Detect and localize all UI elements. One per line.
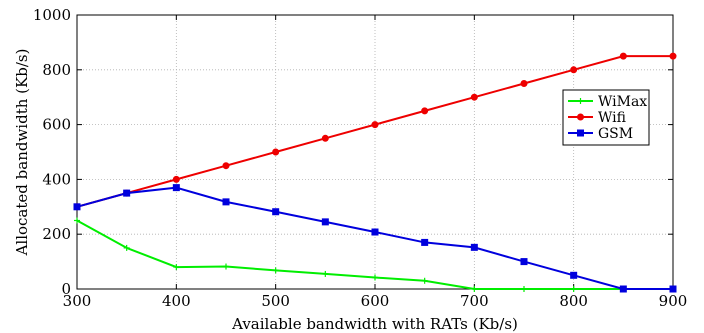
x-tick-label: 700 <box>460 292 489 310</box>
wimax-point <box>173 264 180 271</box>
wifi-point <box>470 93 478 101</box>
series-gsm <box>73 184 677 293</box>
y-tick-label: 200 <box>42 225 71 243</box>
gsm-point <box>570 271 578 279</box>
gsm-point <box>421 238 429 246</box>
gsm-point <box>520 258 528 266</box>
legend-marker-wifi <box>577 113 584 121</box>
gsm-point <box>321 218 329 226</box>
wifi-point <box>520 80 528 87</box>
gsm-point <box>123 189 131 197</box>
gsm-point <box>73 203 81 211</box>
x-tick-label: 800 <box>559 292 588 310</box>
series-wifi <box>73 52 677 211</box>
wifi-point <box>421 107 429 115</box>
x-tick-label: 500 <box>261 292 290 310</box>
y-tick-label: 400 <box>42 170 71 188</box>
x-axis-label: Available bandwidth with RATs (Kb/s) <box>231 315 518 333</box>
legend-label-wimax: WiMax <box>598 94 647 110</box>
wimax-point <box>471 286 478 292</box>
grid-lines <box>77 15 673 289</box>
wifi-point <box>321 134 329 142</box>
x-tick-label: 600 <box>361 292 390 310</box>
series-group <box>73 52 677 293</box>
wimax-point <box>272 267 279 274</box>
gsm-point <box>619 285 627 293</box>
wimax-point <box>223 263 229 270</box>
wimax-point <box>123 244 130 251</box>
legend-marker-gsm <box>577 129 584 137</box>
wimax-point <box>421 277 428 284</box>
x-tick-label: 900 <box>659 292 688 310</box>
gsm-point <box>669 285 677 293</box>
wifi-point <box>371 121 379 129</box>
wifi-point <box>669 52 677 60</box>
y-tick-label: 600 <box>42 116 71 134</box>
gsm-point <box>172 184 180 192</box>
gsm-point <box>470 243 478 251</box>
wifi-point <box>172 175 180 183</box>
wimax-point <box>372 274 378 281</box>
x-tick-label: 400 <box>162 292 191 310</box>
legend-label-gsm: GSM <box>598 126 633 142</box>
x-tick-label: 300 <box>63 292 92 310</box>
wifi-point <box>272 148 280 156</box>
gsm-point <box>222 198 230 206</box>
y-tick-label: 1000 <box>33 6 71 24</box>
gsm-point <box>371 228 379 236</box>
wifi-point <box>619 52 627 60</box>
y-tick-label: 0 <box>61 280 71 298</box>
axis-ticks: 300 400 500 600 700 800 900 0 200 400 600 800 1000 <box>33 6 688 310</box>
wimax-point <box>521 286 527 292</box>
wimax-point <box>322 270 329 277</box>
wifi-point <box>570 66 578 74</box>
wimax-point <box>570 286 577 292</box>
plot-frame <box>76 14 674 290</box>
wifi-point <box>222 162 230 170</box>
y-tick-label: 800 <box>42 61 71 79</box>
legend-marker-wimax <box>577 98 584 104</box>
gsm-point <box>272 208 280 216</box>
y-axis-label: Allocated bandwidth (Kb/s) <box>13 49 31 257</box>
legend-label-wifi: Wifi <box>598 110 627 126</box>
wimax-point <box>74 217 80 224</box>
